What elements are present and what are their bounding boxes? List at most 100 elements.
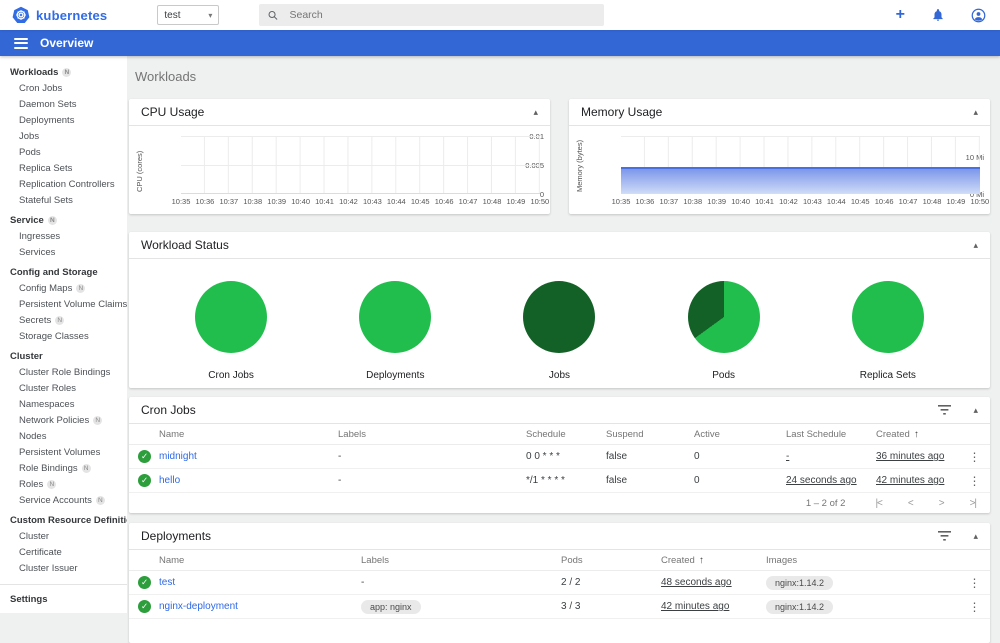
search-bar[interactable] bbox=[259, 4, 605, 26]
sidebar-item[interactable]: Cluster bbox=[0, 348, 127, 364]
x-tick-label: 10:41 bbox=[755, 197, 774, 206]
cron-job-name-link[interactable]: midnight bbox=[159, 451, 197, 462]
row-actions-menu-icon[interactable]: ⋮ bbox=[968, 473, 981, 488]
main-content: Workloads CPU Usage ▴ CPU (cores) 0.01 0… bbox=[127, 56, 1000, 643]
namespace-select[interactable]: test ▾ bbox=[157, 5, 220, 25]
sidebar-item[interactable]: Config and Storage bbox=[0, 264, 127, 280]
memory-card-header: Memory Usage ▴ bbox=[569, 99, 990, 126]
sidebar-item[interactable]: Service N bbox=[0, 212, 127, 228]
replica-sets-pie-chart[interactable] bbox=[851, 281, 924, 353]
sidebar-item[interactable]: Ingresses bbox=[0, 228, 127, 244]
cron-jobs-pie-chart[interactable] bbox=[195, 281, 268, 353]
sidebar-item[interactable]: Workloads N bbox=[0, 64, 127, 80]
cron-job-name-link[interactable]: hello bbox=[159, 475, 181, 486]
next-page-icon[interactable]: > bbox=[938, 497, 945, 509]
previous-page-icon[interactable]: < bbox=[907, 497, 914, 509]
search-input[interactable] bbox=[289, 9, 597, 21]
sidebar-item[interactable]: Cluster bbox=[0, 528, 127, 544]
column-header-active[interactable]: Active bbox=[694, 428, 720, 440]
sidebar-item[interactable]: Service Accounts N bbox=[0, 492, 127, 508]
filter-list-icon[interactable] bbox=[938, 531, 952, 541]
column-header-schedule[interactable]: Schedule bbox=[526, 428, 566, 440]
deployments-pie-chart[interactable] bbox=[359, 281, 432, 353]
sidebar-item[interactable]: Jobs bbox=[0, 128, 127, 144]
collapse-caret-icon[interactable]: ▴ bbox=[973, 239, 978, 250]
sidebar-item[interactable]: Deployments bbox=[0, 112, 127, 128]
collapse-caret-icon[interactable]: ▴ bbox=[973, 530, 978, 541]
notifications-bell-icon[interactable] bbox=[931, 8, 945, 22]
create-resource-plus-icon[interactable]: + bbox=[895, 6, 905, 23]
column-header-last-schedule[interactable]: Last Schedule bbox=[786, 428, 847, 440]
column-header-images[interactable]: Images bbox=[766, 554, 798, 566]
sidebar-item[interactable]: Certificate bbox=[0, 544, 127, 560]
menu-hamburger-icon[interactable] bbox=[14, 35, 28, 51]
sidebar-item[interactable]: Stateful Sets bbox=[0, 192, 127, 208]
column-header-pods[interactable]: Pods bbox=[561, 554, 583, 566]
schedule-cell: */1 * * * * bbox=[526, 475, 565, 486]
last-schedule-cell: 24 seconds ago bbox=[786, 475, 857, 486]
sidebar-item[interactable]: Config Maps N bbox=[0, 280, 127, 296]
sidebar-item-label: Workloads bbox=[10, 66, 59, 78]
sidebar-item-label: Namespaces bbox=[19, 398, 75, 410]
column-header-labels[interactable]: Labels bbox=[361, 554, 389, 566]
column-header-name[interactable]: Name bbox=[159, 428, 185, 440]
row-actions-menu-icon[interactable]: ⋮ bbox=[968, 599, 981, 614]
sidebar-item[interactable]: Pods bbox=[0, 144, 127, 160]
sidebar-item-label: Cluster Issuer bbox=[19, 562, 78, 574]
workload-status-title: Workload Status bbox=[141, 238, 229, 252]
x-tick-label: 10:40 bbox=[291, 197, 310, 206]
filter-list-icon[interactable] bbox=[938, 405, 952, 415]
deployment-name-link[interactable]: nginx-deployment bbox=[159, 601, 238, 612]
column-header-created[interactable]: Created ↑ bbox=[876, 428, 919, 440]
deployment-name-link[interactable]: test bbox=[159, 577, 176, 588]
sidebar-footer: Settings About bbox=[0, 589, 127, 613]
sidebar-footer-item[interactable]: About bbox=[0, 609, 127, 613]
sidebar-item[interactable]: Custom Resource Definitions bbox=[0, 512, 127, 528]
first-page-icon[interactable]: |< bbox=[875, 497, 883, 509]
collapse-caret-icon[interactable]: ▴ bbox=[533, 106, 538, 117]
last-page-icon[interactable]: >| bbox=[969, 497, 978, 509]
status-pies: Cron Jobs Deployments Jobs Pods Replica … bbox=[129, 259, 990, 381]
column-header-created[interactable]: Created ↑ bbox=[661, 554, 704, 566]
column-header-suspend[interactable]: Suspend bbox=[606, 428, 644, 440]
row-actions-menu-icon[interactable]: ⋮ bbox=[968, 575, 981, 590]
sidebar-item[interactable]: Namespaces bbox=[0, 396, 127, 412]
sidebar-item[interactable]: Cluster Role Bindings bbox=[0, 364, 127, 380]
column-header-labels[interactable]: Labels bbox=[338, 428, 366, 440]
x-tick-label: 10:37 bbox=[659, 197, 679, 206]
pods-pie-chart[interactable] bbox=[687, 281, 760, 353]
sidebar-item[interactable]: Daemon Sets bbox=[0, 96, 127, 112]
namespaced-badge: N bbox=[47, 479, 57, 489]
created-cell: 48 seconds ago bbox=[661, 577, 732, 588]
jobs-pie-chart[interactable] bbox=[523, 281, 596, 353]
status-ok-icon: ✓ bbox=[138, 600, 151, 613]
sidebar-item[interactable]: Cluster Issuer bbox=[0, 560, 127, 576]
sidebar-item[interactable]: Persistent Volumes bbox=[0, 444, 127, 460]
collapse-caret-icon[interactable]: ▴ bbox=[973, 106, 978, 117]
namespace-value: test bbox=[164, 9, 181, 21]
sidebar-item[interactable]: Storage Classes bbox=[0, 328, 127, 344]
x-tick-label: 10:40 bbox=[731, 197, 750, 206]
user-account-icon[interactable] bbox=[971, 8, 986, 23]
row-actions-menu-icon[interactable]: ⋮ bbox=[968, 449, 981, 464]
cron-jobs-pie-cell: Cron Jobs bbox=[171, 281, 291, 381]
sidebar-item[interactable]: Persistent Volume Claims N bbox=[0, 296, 127, 312]
gridline bbox=[181, 164, 540, 166]
sidebar-item[interactable]: Roles N bbox=[0, 476, 127, 492]
column-header-name[interactable]: Name bbox=[159, 554, 185, 566]
sidebar-item[interactable]: Cron Jobs bbox=[0, 80, 127, 96]
sidebar-item[interactable]: Nodes bbox=[0, 428, 127, 444]
sidebar-item[interactable]: Replication Controllers bbox=[0, 176, 127, 192]
memory-usage-card: Memory Usage ▴ Memory (bytes) 10 Mi 0 Mi… bbox=[569, 99, 990, 214]
collapse-caret-icon[interactable]: ▴ bbox=[973, 404, 978, 415]
kubernetes-brand[interactable]: kubernetes bbox=[0, 6, 121, 24]
sidebar-item[interactable]: Cluster Roles bbox=[0, 380, 127, 396]
sidebar-item[interactable]: Secrets N bbox=[0, 312, 127, 328]
sidebar-item[interactable]: Network Policies N bbox=[0, 412, 127, 428]
sidebar-item[interactable]: Services bbox=[0, 244, 127, 260]
sidebar-item[interactable]: Role Bindings N bbox=[0, 460, 127, 476]
sidebar-item[interactable]: Replica Sets bbox=[0, 160, 127, 176]
x-tick-label: 10:46 bbox=[434, 197, 454, 206]
workload-status-header: Workload Status ▴ bbox=[129, 232, 990, 259]
sidebar-footer-item[interactable]: Settings bbox=[0, 589, 127, 609]
